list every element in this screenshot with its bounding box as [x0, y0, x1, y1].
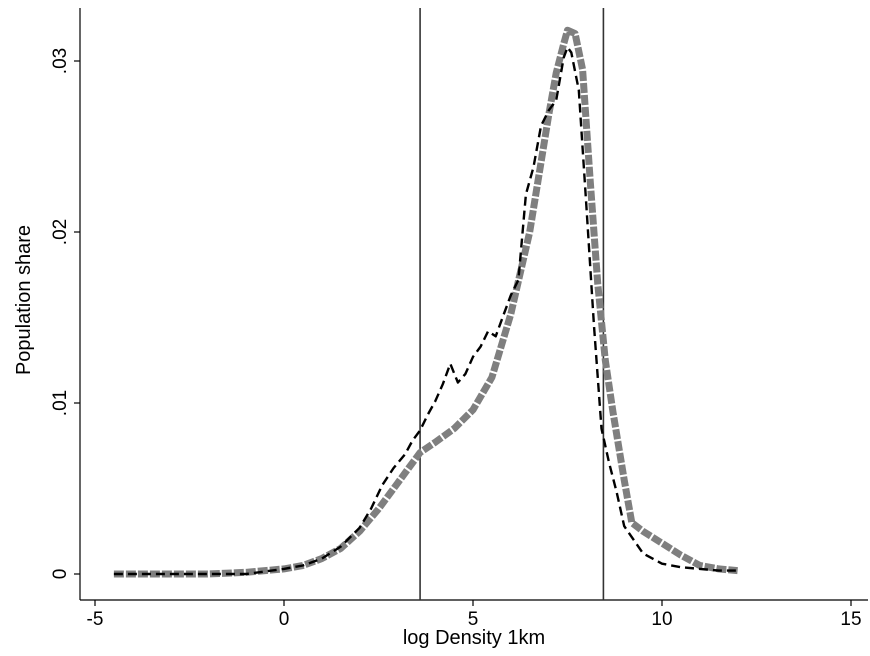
y-tick-label: .03 — [50, 48, 71, 74]
y-axis-title: Population share — [13, 225, 35, 375]
y-tick-label: 0 — [50, 569, 71, 580]
x-tick-label: 10 — [651, 609, 672, 630]
series-line-thick-gray — [113, 26, 738, 578]
series-layer — [113, 26, 738, 578]
plot-frame — [79, 8, 868, 601]
x-axis: -5 0 5 10 15 — [87, 600, 862, 630]
reference-lines — [419, 8, 605, 600]
x-tick-label: 0 — [279, 609, 290, 630]
x-tick-label: -5 — [87, 609, 104, 630]
x-axis-title: log Density 1km — [403, 627, 545, 649]
x-tick-label: 15 — [840, 609, 861, 630]
y-axis: 0 .01 .02 .03 — [50, 48, 80, 580]
series-line-thin-black — [113, 46, 738, 576]
y-tick-label: .02 — [50, 219, 71, 245]
x-tick-label: 5 — [468, 609, 479, 630]
y-tick-label: .01 — [50, 390, 71, 416]
